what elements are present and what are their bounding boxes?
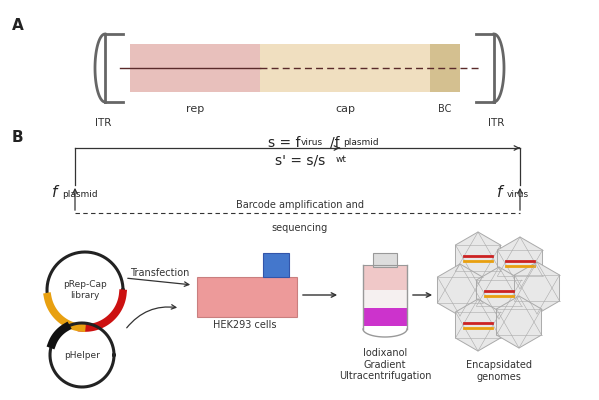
Polygon shape (263, 253, 289, 277)
Text: sequencing: sequencing (272, 223, 328, 233)
Bar (363, 308, 407, 326)
Text: wt: wt (336, 155, 347, 164)
Polygon shape (498, 237, 543, 289)
Text: cap: cap (335, 104, 355, 114)
Text: virus: virus (301, 138, 323, 147)
Text: BC: BC (438, 104, 452, 114)
Polygon shape (515, 262, 559, 314)
Bar (260, 44, 430, 92)
Text: Transfection: Transfection (131, 268, 190, 278)
Text: Encapsidated
genomes: Encapsidated genomes (466, 360, 532, 382)
Text: /f: /f (330, 136, 340, 150)
Polygon shape (437, 264, 483, 316)
Bar (363, 265, 407, 290)
Bar (363, 290, 407, 308)
Text: ITR: ITR (95, 118, 111, 128)
Text: plasmid: plasmid (62, 190, 98, 199)
Text: HEK293 cells: HEK293 cells (213, 320, 277, 330)
Bar (430, 44, 460, 92)
Text: Barcode amplification and: Barcode amplification and (236, 200, 364, 210)
Text: ITR: ITR (488, 118, 504, 128)
Bar (373, 253, 397, 267)
Polygon shape (455, 232, 501, 284)
Bar (130, 44, 260, 92)
Text: Iodixanol
Gradient
Ultracentrifugation: Iodixanol Gradient Ultracentrifugation (339, 348, 431, 381)
Text: virus: virus (507, 190, 529, 199)
Polygon shape (497, 296, 541, 348)
Text: pHelper: pHelper (64, 350, 100, 360)
Text: f: f (52, 185, 58, 200)
Text: A: A (12, 18, 24, 33)
Text: pRep-Cap
library: pRep-Cap library (63, 280, 107, 300)
Polygon shape (197, 277, 297, 317)
Text: rep: rep (186, 104, 204, 114)
Text: B: B (12, 130, 23, 145)
Polygon shape (455, 299, 501, 351)
Polygon shape (476, 267, 522, 319)
Text: plasmid: plasmid (343, 138, 379, 147)
Text: f: f (497, 185, 503, 200)
Text: s' = s/s: s' = s/s (275, 153, 325, 167)
Text: s = f: s = f (268, 136, 300, 150)
